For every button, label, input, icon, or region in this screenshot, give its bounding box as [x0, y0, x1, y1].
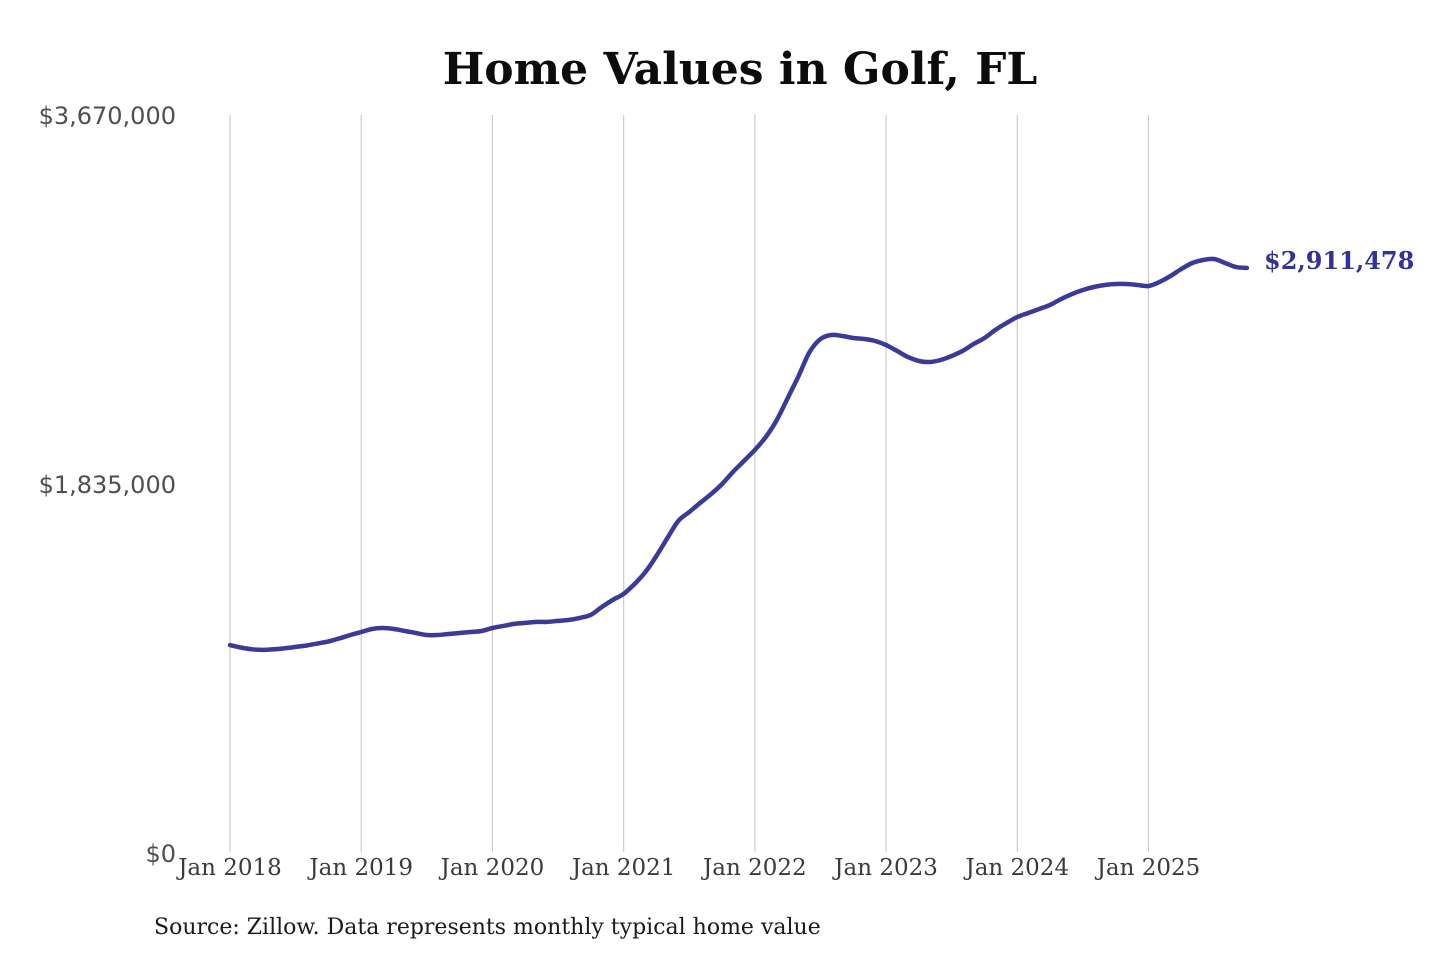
x-tick-label: Jan 2020 [440, 855, 545, 881]
home-value-line-series [227, 256, 1250, 653]
x-tick-label: Jan 2022 [703, 855, 807, 881]
y-tick-label-mid: $1,835,000 [38, 471, 176, 499]
x-tick-label: Jan 2024 [965, 855, 1070, 881]
x-tick-label: Jan 2019 [309, 855, 413, 881]
x-tick-label: Jan 2021 [571, 855, 676, 881]
x-tick-label: Jan 2018 [178, 855, 282, 881]
chart-title: Home Values in Golf, FL [442, 44, 1038, 95]
latest-value-label: $2,911,478 [1264, 246, 1415, 275]
y-tick-label-zero: $0 [145, 840, 176, 868]
vertical-gridlines [229, 115, 1150, 852]
x-tick-label: Jan 2025 [1096, 855, 1201, 881]
y-tick-label-max: $3,670,000 [38, 102, 176, 130]
source-note: Source: Zillow. Data represents monthly … [154, 915, 821, 940]
x-tick-label: Jan 2023 [834, 855, 938, 881]
